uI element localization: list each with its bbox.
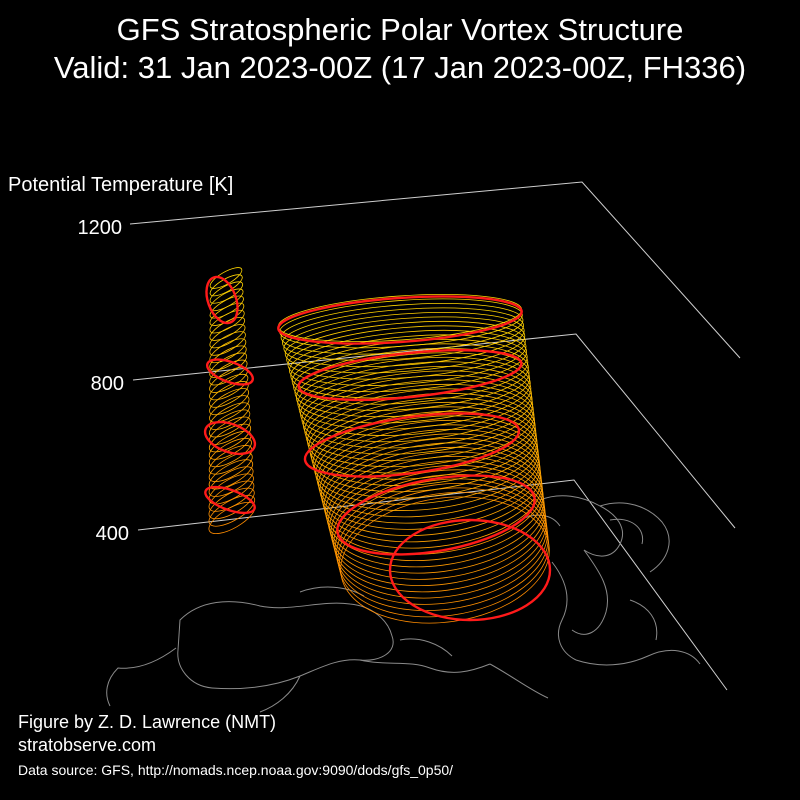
contour-ring-left <box>209 345 247 371</box>
contour-ring <box>298 361 532 436</box>
highlight-contour <box>203 420 257 456</box>
contour-ring <box>295 352 531 424</box>
contour-ring-left <box>209 395 250 423</box>
contour-ring <box>300 365 532 443</box>
contour-ring-left <box>208 466 254 497</box>
contour-ring-left <box>208 437 252 468</box>
data-source-note: Data source: GFS, http://nomads.ncep.noa… <box>18 762 454 778</box>
contour-ring-left <box>208 473 254 505</box>
contour-ring-left <box>209 331 246 356</box>
contour-ring-left <box>209 295 244 319</box>
plot-axes <box>129 181 741 691</box>
highlight-contour <box>303 412 521 478</box>
coastline-map <box>106 495 701 713</box>
contour-ring-left <box>209 388 250 416</box>
grid-line-1200 <box>129 181 741 359</box>
contour-ring-left <box>209 409 251 438</box>
highlight-contour <box>205 275 239 325</box>
contour-ring <box>282 307 524 361</box>
contour-ring-left <box>208 452 253 482</box>
contour-ring <box>297 356 531 430</box>
contour-ring <box>287 325 527 386</box>
highlight-contour <box>297 348 523 402</box>
contour-ring <box>294 347 530 418</box>
contour-ring-left <box>209 324 246 349</box>
credit-author: Figure by Z. D. Lawrence (NMT) <box>18 712 277 732</box>
highlight-contour <box>204 485 256 515</box>
contour-ring-left <box>209 352 248 378</box>
z-tick-label-400: 400 <box>95 523 129 545</box>
isentropic-contours <box>208 267 550 624</box>
contour-ring <box>286 321 526 380</box>
chart-title: GFS Stratospheric Polar Vortex Structure <box>116 12 684 47</box>
z-axis-label: Potential Temperature [K] <box>8 174 234 196</box>
z-tick-label-800: 800 <box>90 373 124 395</box>
contour-ring-left <box>209 281 244 304</box>
z-tick-label-1200: 1200 <box>77 217 123 239</box>
contour-ring-left <box>209 359 248 386</box>
credit-website: stratobserve.com <box>18 735 157 755</box>
highlight-contour <box>336 474 536 556</box>
contour-ring <box>284 316 526 374</box>
highlight-contour <box>388 518 552 622</box>
contour-ring <box>290 334 528 399</box>
grid-line-400 <box>137 479 728 691</box>
contour-ring <box>289 330 527 393</box>
grid-line-800 <box>132 333 736 529</box>
highlight-contour <box>205 358 255 386</box>
contour-ring-left <box>208 494 256 527</box>
contour-ring <box>283 312 525 367</box>
highlight-contours <box>203 275 552 622</box>
contour-ring <box>277 294 523 342</box>
contour-ring-left <box>208 423 252 453</box>
chart-subtitle: Valid: 31 Jan 2023-00Z (17 Jan 2023-00Z,… <box>53 50 747 85</box>
highlight-contour <box>277 295 523 345</box>
